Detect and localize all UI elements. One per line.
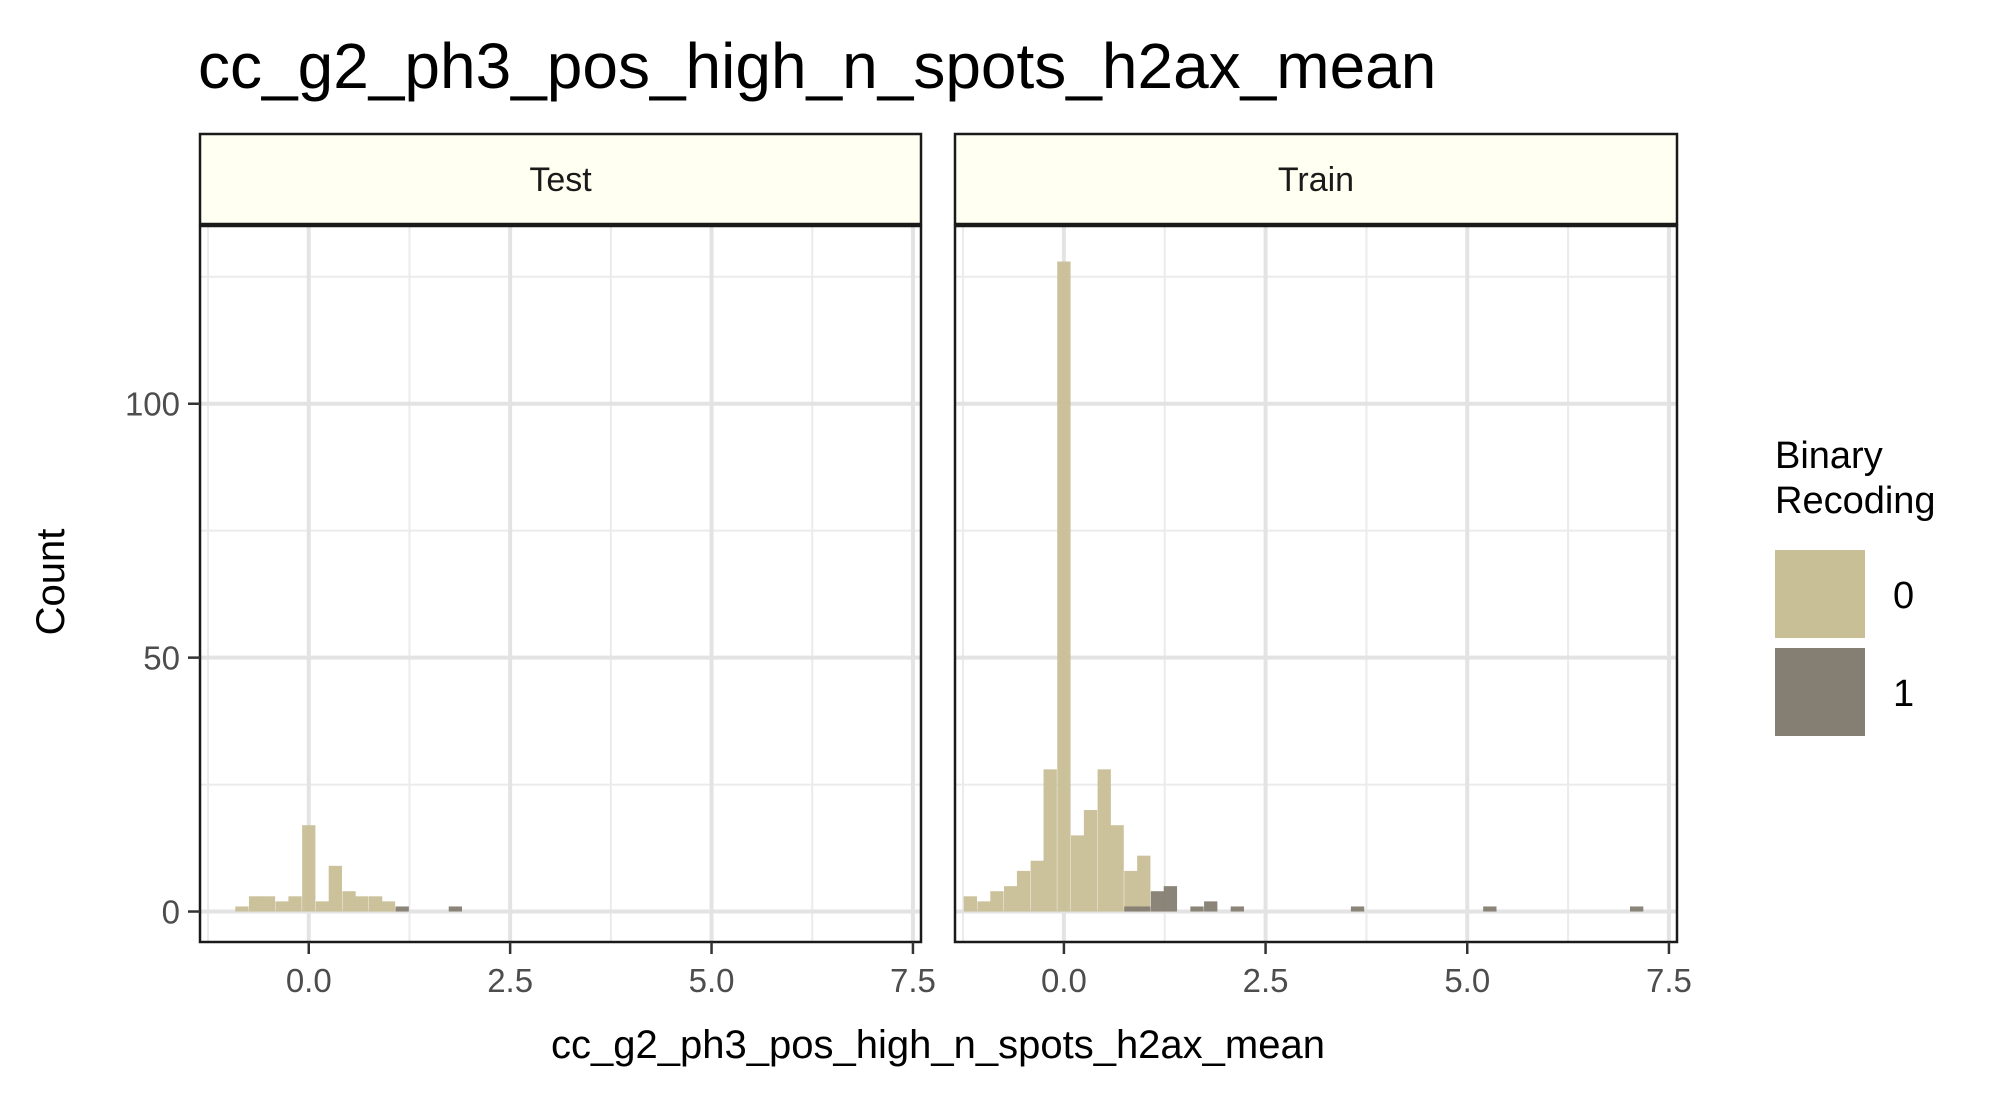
- histogram-bar-train-1: [1137, 906, 1151, 912]
- histogram-bar-train-1: [1163, 886, 1178, 912]
- histogram-bar-train-1: [1150, 891, 1165, 912]
- y-tick-label: 50: [143, 640, 180, 677]
- legend-title-line: Recoding: [1775, 480, 1936, 522]
- histogram-bar-test-0: [328, 865, 342, 912]
- histogram-bar-train-0: [1004, 886, 1018, 912]
- histogram-bar-train-0: [1043, 769, 1057, 912]
- legend-label-0: 0: [1893, 575, 1914, 617]
- chart-title: cc_g2_ph3_pos_high_n_spots_h2ax_mean: [198, 30, 1436, 102]
- x-tick-label: 0.0: [286, 962, 332, 999]
- histogram-bar-train-0: [1097, 769, 1111, 912]
- histogram-bar-test-1: [395, 906, 409, 912]
- histogram-bar-train-0: [1124, 870, 1138, 912]
- x-tick-label: 7.5: [1646, 962, 1692, 999]
- y-axis-title: Count: [29, 529, 73, 636]
- histogram-bar-train-0: [1083, 809, 1098, 912]
- histogram-bar-test-0: [275, 901, 289, 912]
- facet-panel-test: Test 0.0 2.5 5.0 7.5 0 50 100: [125, 132, 936, 999]
- histogram-bar-test-0: [235, 906, 249, 912]
- histogram-bar-train-0: [963, 896, 977, 912]
- facet-panel-train: Train 0.0 2.5 5.0 7.5: [953, 132, 1692, 999]
- histogram-bar-train-0: [1070, 835, 1085, 912]
- histogram-bar-train-0: [1110, 825, 1124, 912]
- histogram-bar-test-0: [315, 901, 330, 912]
- histogram-bar-train-0: [1057, 261, 1071, 912]
- histogram-bar-test-0: [288, 896, 302, 912]
- legend-label-1: 1: [1893, 673, 1914, 715]
- legend-key-1: [1775, 648, 1865, 736]
- histogram-bar-train-1: [1350, 906, 1365, 912]
- histogram-bar-test-0: [302, 825, 316, 912]
- histogram-bar-train-0: [990, 891, 1004, 912]
- x-tick-label: 0.0: [1041, 962, 1087, 999]
- histogram-bar-train-1: [1483, 906, 1497, 912]
- x-tick-label: 2.5: [487, 962, 533, 999]
- panel-background: [955, 226, 1677, 942]
- histogram-bar-test-0: [368, 896, 383, 912]
- histogram-bar-train-1: [1630, 906, 1644, 912]
- x-tick-label: 5.0: [1444, 962, 1490, 999]
- facet-strip: [953, 132, 1679, 226]
- histogram-bar-train-0: [1137, 855, 1151, 912]
- histogram-bar-train-0: [977, 901, 991, 912]
- x-tick-label: 2.5: [1243, 962, 1289, 999]
- legend-title-line: Binary: [1775, 435, 1883, 477]
- histogram-bar-test-0: [381, 901, 396, 912]
- histogram-bar-test-0: [248, 896, 263, 912]
- histogram-bar-test-1: [448, 906, 463, 912]
- y-tick-label: 100: [125, 386, 180, 423]
- y-tick-label: 0: [162, 894, 180, 931]
- legend-key-0: [1775, 550, 1865, 638]
- panel-background: [200, 226, 921, 942]
- histogram-bar-train-0: [1030, 860, 1044, 912]
- histogram-bar-train-0: [1016, 870, 1031, 912]
- histogram-bar-test-0: [261, 896, 276, 912]
- x-tick-label: 5.0: [689, 962, 735, 999]
- facet-strip-label: Test: [529, 161, 592, 199]
- x-axis-title: cc_g2_ph3_pos_high_n_spots_h2ax_mean: [551, 1023, 1325, 1067]
- histogram-bar-test-0: [355, 896, 369, 912]
- facet-strip: [198, 132, 923, 226]
- panel-border: [198, 224, 923, 944]
- panel-border: [953, 224, 1679, 944]
- histogram-bar-train-1: [1190, 906, 1204, 912]
- facet-strip-label: Train: [1278, 161, 1354, 199]
- histogram-bar-train-1: [1204, 901, 1218, 912]
- histogram-bar-train-1: [1230, 906, 1245, 912]
- histogram-bar-train-1: [1124, 906, 1138, 912]
- x-tick-label: 7.5: [890, 962, 936, 999]
- histogram-bar-test-0: [342, 891, 356, 912]
